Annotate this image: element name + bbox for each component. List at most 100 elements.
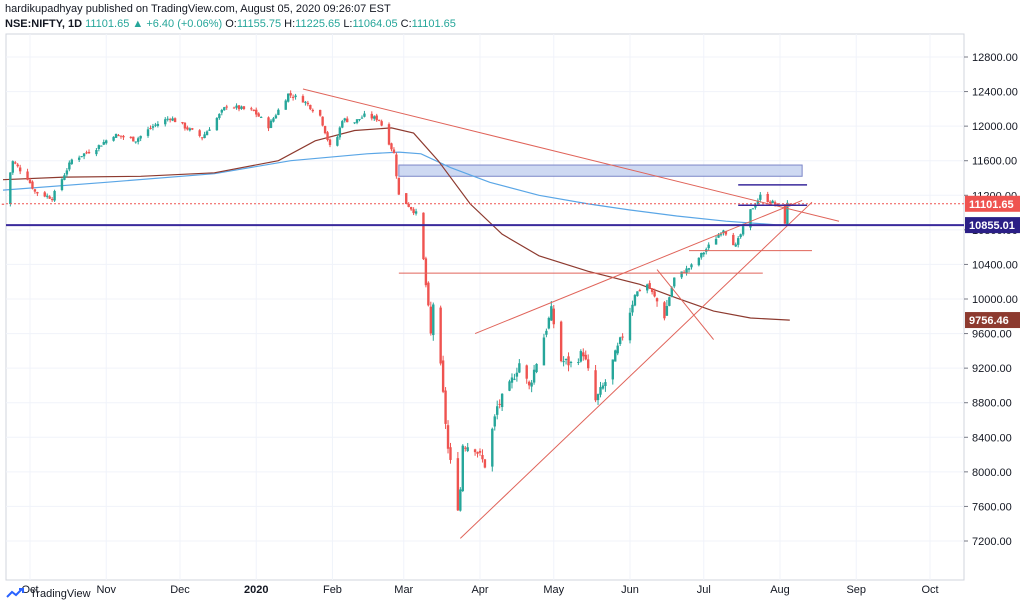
- candle-body: [527, 381, 531, 386]
- candle-body: [28, 179, 32, 183]
- candle-body: [508, 381, 511, 391]
- trend-line: [459, 201, 813, 539]
- candle-body: [736, 238, 740, 245]
- publisher-line: hardikupadhyay published on TradingView.…: [5, 3, 391, 15]
- candle-body: [255, 109, 258, 115]
- candle-body: [395, 154, 398, 177]
- candle-body: [68, 162, 71, 170]
- candle-body: [412, 209, 415, 214]
- candle-body: [594, 370, 597, 401]
- candle-body: [284, 100, 287, 110]
- price-labels: 11101.65 10855.01 9756.46: [965, 195, 1020, 329]
- candle-body: [567, 356, 570, 366]
- x-tick-label: May: [543, 584, 564, 596]
- candle-body: [496, 406, 499, 415]
- candle-body: [390, 143, 393, 150]
- candle-body: [697, 257, 701, 266]
- candle-body: [360, 117, 364, 119]
- candle-body: [63, 175, 66, 180]
- x-tick-label: Aug: [770, 584, 790, 596]
- candle-body: [218, 113, 221, 119]
- y-tick-label: 8000.00: [972, 467, 1012, 479]
- candle-body: [240, 106, 243, 109]
- candle-body: [166, 118, 169, 120]
- candle-body: [48, 196, 51, 199]
- candle-body: [618, 337, 622, 345]
- candle-body: [478, 450, 482, 453]
- candle-body: [732, 234, 735, 246]
- candle-body: [719, 234, 723, 236]
- candle-body: [776, 203, 779, 205]
- resistance-zone-rect: [398, 164, 803, 177]
- tradingview-brand: TradingView: [30, 588, 91, 600]
- candle-body: [690, 264, 693, 268]
- grid: [6, 34, 964, 580]
- y-tick-label: 8400.00: [972, 432, 1012, 444]
- candle-body: [596, 394, 600, 401]
- candle-body: [343, 118, 346, 121]
- close-label: C:: [400, 18, 412, 30]
- y-tick-label: 11600.00: [972, 156, 1017, 168]
- candle-body: [151, 126, 155, 128]
- candle-body: [456, 458, 460, 511]
- candle-body: [432, 304, 435, 336]
- candle-body: [50, 198, 54, 201]
- candle-body: [139, 135, 142, 139]
- candle-body: [550, 306, 553, 321]
- price-axis[interactable]: 12800.0012400.0012000.0011600.0011200.00…: [964, 52, 1018, 548]
- candle-body: [191, 128, 194, 130]
- candle-body: [724, 231, 728, 235]
- candle-body: [476, 452, 479, 454]
- candle-body: [599, 387, 602, 395]
- candle-body: [370, 113, 374, 119]
- candle-body: [387, 124, 391, 145]
- candle-body: [146, 129, 150, 136]
- y-tick-label: 9200.00: [972, 363, 1012, 375]
- x-tick-label: 2020: [244, 584, 268, 596]
- x-tick-label: Oct: [921, 584, 938, 596]
- price-label-bg: [965, 195, 1020, 212]
- candle-body: [31, 181, 34, 189]
- candle-body: [392, 149, 396, 154]
- candle-body: [82, 153, 86, 157]
- candle-body: [171, 118, 174, 121]
- moving-averages: [2, 127, 790, 321]
- candle-body: [663, 302, 666, 319]
- trend-line: [474, 200, 803, 335]
- candle-body: [614, 350, 617, 362]
- tradingview-logo-icon: [6, 588, 24, 598]
- x-tick-label: Nov: [96, 584, 116, 596]
- low-label: L:: [343, 18, 353, 30]
- candle-body: [16, 164, 19, 167]
- candle-body: [621, 336, 624, 338]
- time-axis[interactable]: Oct Nov Dec 2020 Feb Mar Apr May Jun Jul Aug Sep Oct: [21, 584, 938, 596]
- candle-body: [648, 283, 651, 289]
- candle-body: [215, 118, 219, 131]
- open-value: 11155.75: [236, 18, 282, 30]
- candle-body: [341, 121, 344, 128]
- candle-body: [269, 120, 273, 128]
- price-label-text: 11101.65: [969, 199, 1014, 211]
- candle-body: [289, 93, 292, 96]
- candle-body: [439, 307, 442, 364]
- candle-body: [409, 207, 413, 210]
- candle-body: [759, 194, 762, 200]
- symbol-label[interactable]: NSE:NIFTY, 1D: [5, 18, 83, 30]
- candle-body: [636, 291, 639, 297]
- candle-body: [722, 230, 725, 233]
- candle-body: [203, 134, 206, 139]
- candle-body: [250, 108, 253, 110]
- candle-body: [134, 141, 137, 143]
- candle-body: [459, 489, 462, 511]
- tradingview-footer[interactable]: TradingView: [6, 588, 91, 600]
- candle-body: [18, 167, 22, 172]
- candle-body: [33, 189, 37, 192]
- moving-average-blue: [2, 151, 790, 226]
- candle-body: [286, 93, 290, 102]
- candle-body: [9, 172, 12, 204]
- candle-body: [149, 127, 152, 129]
- candle-body: [542, 337, 546, 366]
- candle-body: [766, 193, 769, 202]
- trend-line: [302, 88, 840, 222]
